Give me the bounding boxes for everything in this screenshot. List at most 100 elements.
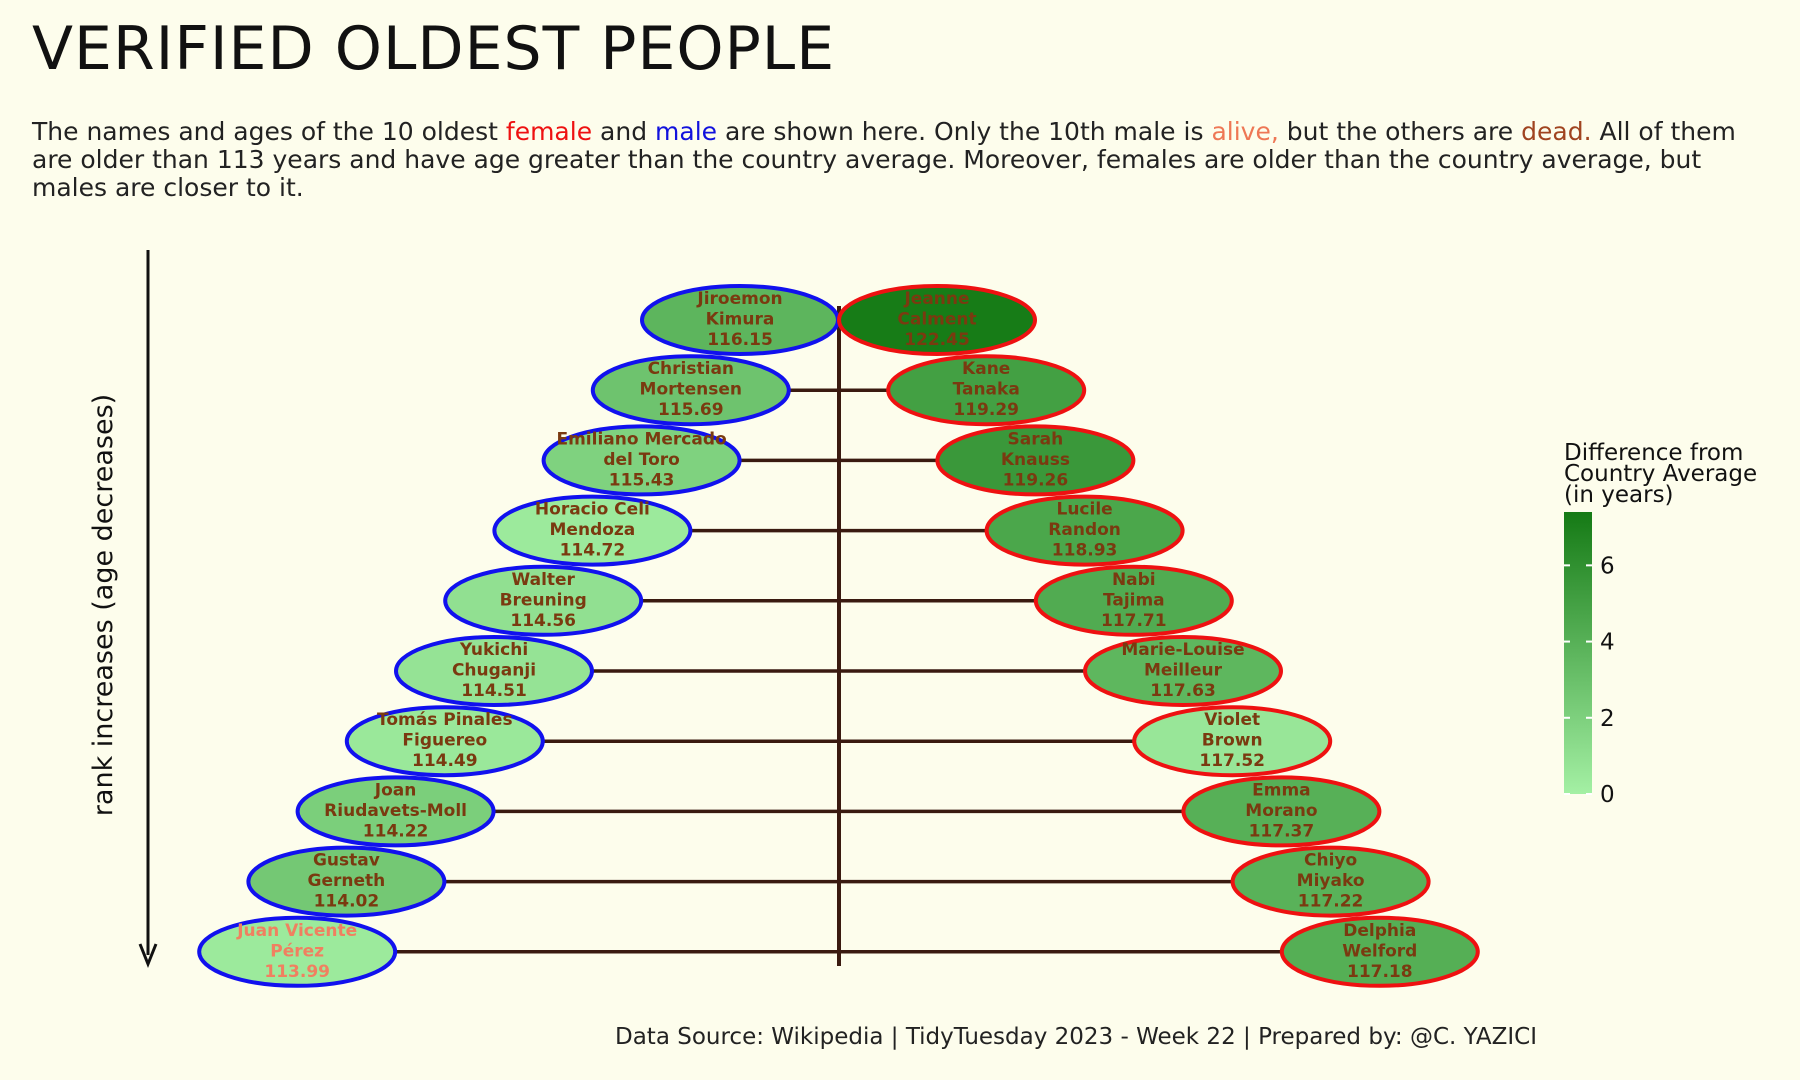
male-name-line-2: Kimura — [706, 310, 775, 330]
male-bubble — [394, 635, 594, 707]
male-name-line-1: Emiliano Mercado — [556, 429, 726, 449]
female-name-line-2: Randon — [1048, 520, 1121, 540]
chart-subtitle: The names and ages of the 10 oldest fema… — [32, 118, 1752, 202]
male-age-label: 116.15 — [707, 330, 773, 350]
female-age-label: 117.71 — [1101, 611, 1167, 631]
subtitle-alive-highlight: alive, — [1211, 117, 1279, 146]
female-bubble — [1132, 705, 1333, 778]
subtitle-female-highlight: female — [505, 117, 593, 146]
female-name-line-1: Delphia — [1343, 921, 1416, 941]
female-age-label: 117.52 — [1199, 751, 1265, 771]
female-age-label: 117.37 — [1249, 821, 1315, 841]
subtitle-text: The names and ages of the 10 oldest — [32, 117, 506, 146]
color-legend: Difference from Country Average (in year… — [1564, 440, 1757, 808]
female-name-line-1: Emma — [1252, 780, 1311, 800]
male-name-line-2: Breuning — [500, 590, 587, 610]
male-name-line-2: Pérez — [270, 941, 324, 961]
female-name-line-2: Morano — [1245, 801, 1317, 821]
female-name-line-1: Marie-Louise — [1121, 640, 1244, 660]
male-name-line-2: Mortensen — [640, 380, 743, 400]
male-bubble — [443, 564, 644, 637]
male-name-line-1: Yukichi — [459, 640, 528, 660]
female-name-line-2: Tanaka — [953, 380, 1020, 400]
female-bubble — [837, 284, 1037, 356]
female-name-line-1: Jeanne — [903, 289, 969, 309]
legend-title-line-2: Country Average — [1564, 461, 1757, 487]
female-age-label: 117.18 — [1347, 962, 1413, 982]
female-name-line-1: Kane — [962, 359, 1010, 379]
male-name-line-1: Gustav — [313, 851, 380, 871]
male-name-line-1: Juan Vicente — [236, 921, 357, 941]
male-bubble — [295, 775, 496, 848]
female-name-line-1: Chiyo — [1304, 851, 1357, 871]
male-bubble — [246, 845, 447, 918]
male-name-line-1: Christian — [648, 359, 734, 379]
female-name-line-2: Meilleur — [1144, 661, 1223, 681]
subtitle-text: and — [592, 117, 656, 146]
subtitle-male-highlight: male — [655, 117, 718, 146]
male-bubble — [492, 494, 693, 567]
female-age-label: 117.22 — [1298, 892, 1364, 912]
female-name-line-1: Lucile — [1056, 500, 1112, 520]
male-name-line-2: Chuganji — [452, 661, 536, 681]
female-name-line-2: Calment — [897, 310, 976, 330]
person-bubbles: JiroemonKimura116.15ChristianMortensen11… — [197, 284, 1480, 988]
female-name-line-2: Brown — [1202, 731, 1263, 751]
subtitle-text: but the others are — [1278, 117, 1522, 146]
legend-ticks: 0 2 4 6 — [1564, 553, 1615, 808]
legend-tick-label: 4 — [1600, 630, 1615, 656]
male-name-line-2: Mendoza — [550, 520, 636, 540]
female-name-line-1: Violet — [1204, 710, 1260, 730]
female-bubble — [984, 494, 1185, 567]
legend-tick-label: 0 — [1600, 782, 1615, 808]
female-bubble — [1033, 564, 1234, 637]
male-name-line-2: Riudavets-Moll — [324, 801, 467, 821]
male-name-line-1: Walter — [511, 570, 575, 590]
legend-gradient-bar — [1564, 512, 1592, 794]
female-age-label: 119.29 — [953, 400, 1019, 420]
male-age-label: 113.99 — [264, 962, 330, 982]
male-age-label: 115.69 — [658, 400, 724, 420]
male-age-label: 114.02 — [314, 892, 380, 912]
male-bubble — [197, 915, 398, 988]
male-age-label: 114.56 — [510, 611, 576, 631]
female-name-line-2: Tajima — [1103, 590, 1165, 610]
subtitle-dead-highlight: dead. — [1521, 117, 1592, 146]
male-bubble — [590, 354, 791, 427]
y-axis-label: rank increases (age decreases) — [88, 394, 119, 816]
female-name-line-2: Welford — [1342, 941, 1417, 961]
male-age-label: 114.51 — [461, 681, 527, 701]
female-name-line-2: Miyako — [1297, 871, 1365, 891]
subtitle-text: All of them are older than 113 years and… — [32, 117, 1736, 202]
female-bubble — [1279, 915, 1480, 988]
female-age-label: 122.45 — [904, 330, 970, 350]
legend-tick-label: 2 — [1600, 706, 1615, 732]
rank-axis-arrowhead — [138, 943, 158, 969]
male-age-label: 115.43 — [609, 470, 675, 490]
male-age-label: 114.49 — [412, 751, 478, 771]
subtitle-text: are shown here. Only the 10th male is — [717, 117, 1212, 146]
male-age-label: 114.22 — [363, 821, 429, 841]
male-name-line-2: Figuereo — [402, 731, 487, 751]
female-name-line-2: Knauss — [1001, 450, 1070, 470]
male-name-line-1: Tomás Pinales — [377, 710, 513, 730]
male-name-line-1: Horacio Celi — [535, 500, 650, 520]
female-name-line-1: Sarah — [1008, 429, 1064, 449]
male-name-line-1: Jiroemon — [696, 289, 782, 309]
